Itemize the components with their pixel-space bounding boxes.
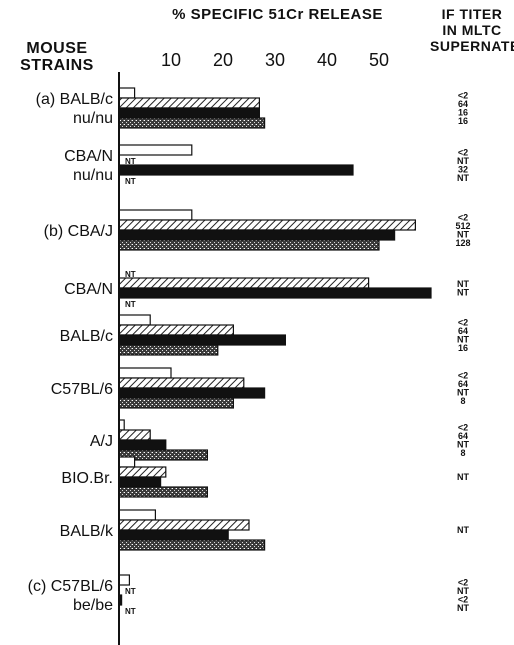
- titer-value: 128: [455, 238, 470, 248]
- bar: [118, 314, 151, 326]
- bar: [118, 476, 162, 488]
- titer-value: NT: [457, 603, 469, 613]
- strain-label: BALB/k: [60, 523, 114, 540]
- bar-label: NT: [125, 300, 136, 309]
- bar: [118, 117, 266, 129]
- titer-value: 16: [458, 343, 468, 353]
- titer-value: NT: [457, 586, 469, 596]
- titer-value: NT: [457, 439, 469, 449]
- bar: [118, 519, 250, 531]
- bar: [118, 344, 219, 356]
- bar: [118, 164, 354, 176]
- titer-heading-line-3: SUPERNATES: [430, 38, 514, 54]
- titer-value: 16: [458, 116, 468, 126]
- titer-heading-line-1: IF TITER: [441, 6, 503, 22]
- bar: [118, 324, 235, 336]
- bar: [118, 439, 167, 451]
- x-tick-label: 10: [161, 50, 181, 70]
- bar: [118, 429, 151, 441]
- axis-title: % SPECIFIC 51Cr RELEASE: [172, 6, 383, 23]
- bar: [118, 87, 136, 99]
- titer-value: NT: [457, 173, 469, 183]
- titer-value: <2: [458, 212, 468, 222]
- bar-label: NT: [125, 177, 136, 186]
- bar: [118, 239, 380, 251]
- bar: [118, 574, 130, 586]
- titer-value: NT: [457, 279, 469, 289]
- bar: [118, 334, 286, 346]
- bar: [118, 209, 193, 221]
- x-tick-label: 50: [369, 50, 389, 70]
- titer-value: <2: [458, 90, 468, 100]
- strains-heading: MOUSE STRAINS: [20, 40, 94, 74]
- x-tick-label: 30: [265, 50, 285, 70]
- titer-value: NT: [457, 525, 469, 535]
- bar: [118, 486, 209, 498]
- titer-value: 512: [455, 221, 470, 231]
- titer-value: 64: [458, 379, 468, 389]
- titer-value: 64: [458, 99, 468, 109]
- strain-label: CBA/N: [64, 148, 113, 165]
- titer-value: NT: [457, 387, 469, 397]
- strain-label: nu/nu: [73, 167, 113, 184]
- titer-value: <2: [458, 594, 468, 604]
- titer-heading-line-2: IN MLTC: [442, 22, 502, 38]
- bar-label: NT: [125, 587, 136, 596]
- bar: [118, 529, 229, 541]
- titer-value: NT: [457, 229, 469, 239]
- strain-label: (a) BALB/c: [36, 91, 113, 108]
- titer-value: 8: [460, 396, 465, 406]
- bar: [118, 219, 416, 231]
- titer-value: <2: [458, 370, 468, 380]
- bar: [118, 287, 432, 299]
- titer-value: NT: [457, 334, 469, 344]
- strain-label: BALB/c: [60, 328, 113, 345]
- bar: [118, 107, 260, 119]
- bar: [118, 144, 193, 156]
- strain-label: A/J: [90, 433, 113, 450]
- strain-label: (c) C57BL/6: [28, 578, 113, 595]
- bar: [118, 509, 157, 521]
- bar-label: NT: [125, 157, 136, 166]
- titer-value: NT: [457, 287, 469, 297]
- bar: [118, 97, 260, 109]
- bar: [118, 387, 266, 399]
- bar-label: NT: [125, 270, 136, 279]
- bar: [118, 367, 172, 379]
- x-tick-label: 20: [213, 50, 233, 70]
- titer-value: 16: [458, 107, 468, 117]
- bar: [118, 397, 235, 409]
- titer-value: <2: [458, 317, 468, 327]
- strain-label: C57BL/6: [51, 381, 113, 398]
- bar: [118, 377, 245, 389]
- strain-label: CBA/N: [64, 281, 113, 298]
- bar: [118, 229, 396, 241]
- titer-value: 64: [458, 326, 468, 336]
- bar: [118, 456, 136, 468]
- strain-label: be/be: [73, 597, 113, 614]
- bar: [118, 466, 167, 478]
- titer-value: 8: [460, 448, 465, 458]
- strain-label: (b) CBA/J: [44, 223, 113, 240]
- titer-value: 32: [458, 164, 468, 174]
- strain-label: nu/nu: [73, 110, 113, 127]
- titer-value: NT: [457, 472, 469, 482]
- strain-label: BIO.Br.: [61, 470, 113, 487]
- titer-value: <2: [458, 147, 468, 157]
- bar: [118, 277, 370, 289]
- x-tick-label: 40: [317, 50, 337, 70]
- bar: [118, 539, 266, 551]
- titer-value: 64: [458, 431, 468, 441]
- bar-label: NT: [125, 607, 136, 616]
- titer-value: NT: [457, 156, 469, 166]
- titer-value: <2: [458, 422, 468, 432]
- titer-heading: IF TITER IN MLTC SUPERNATES: [430, 6, 514, 54]
- titer-value: <2: [458, 577, 468, 587]
